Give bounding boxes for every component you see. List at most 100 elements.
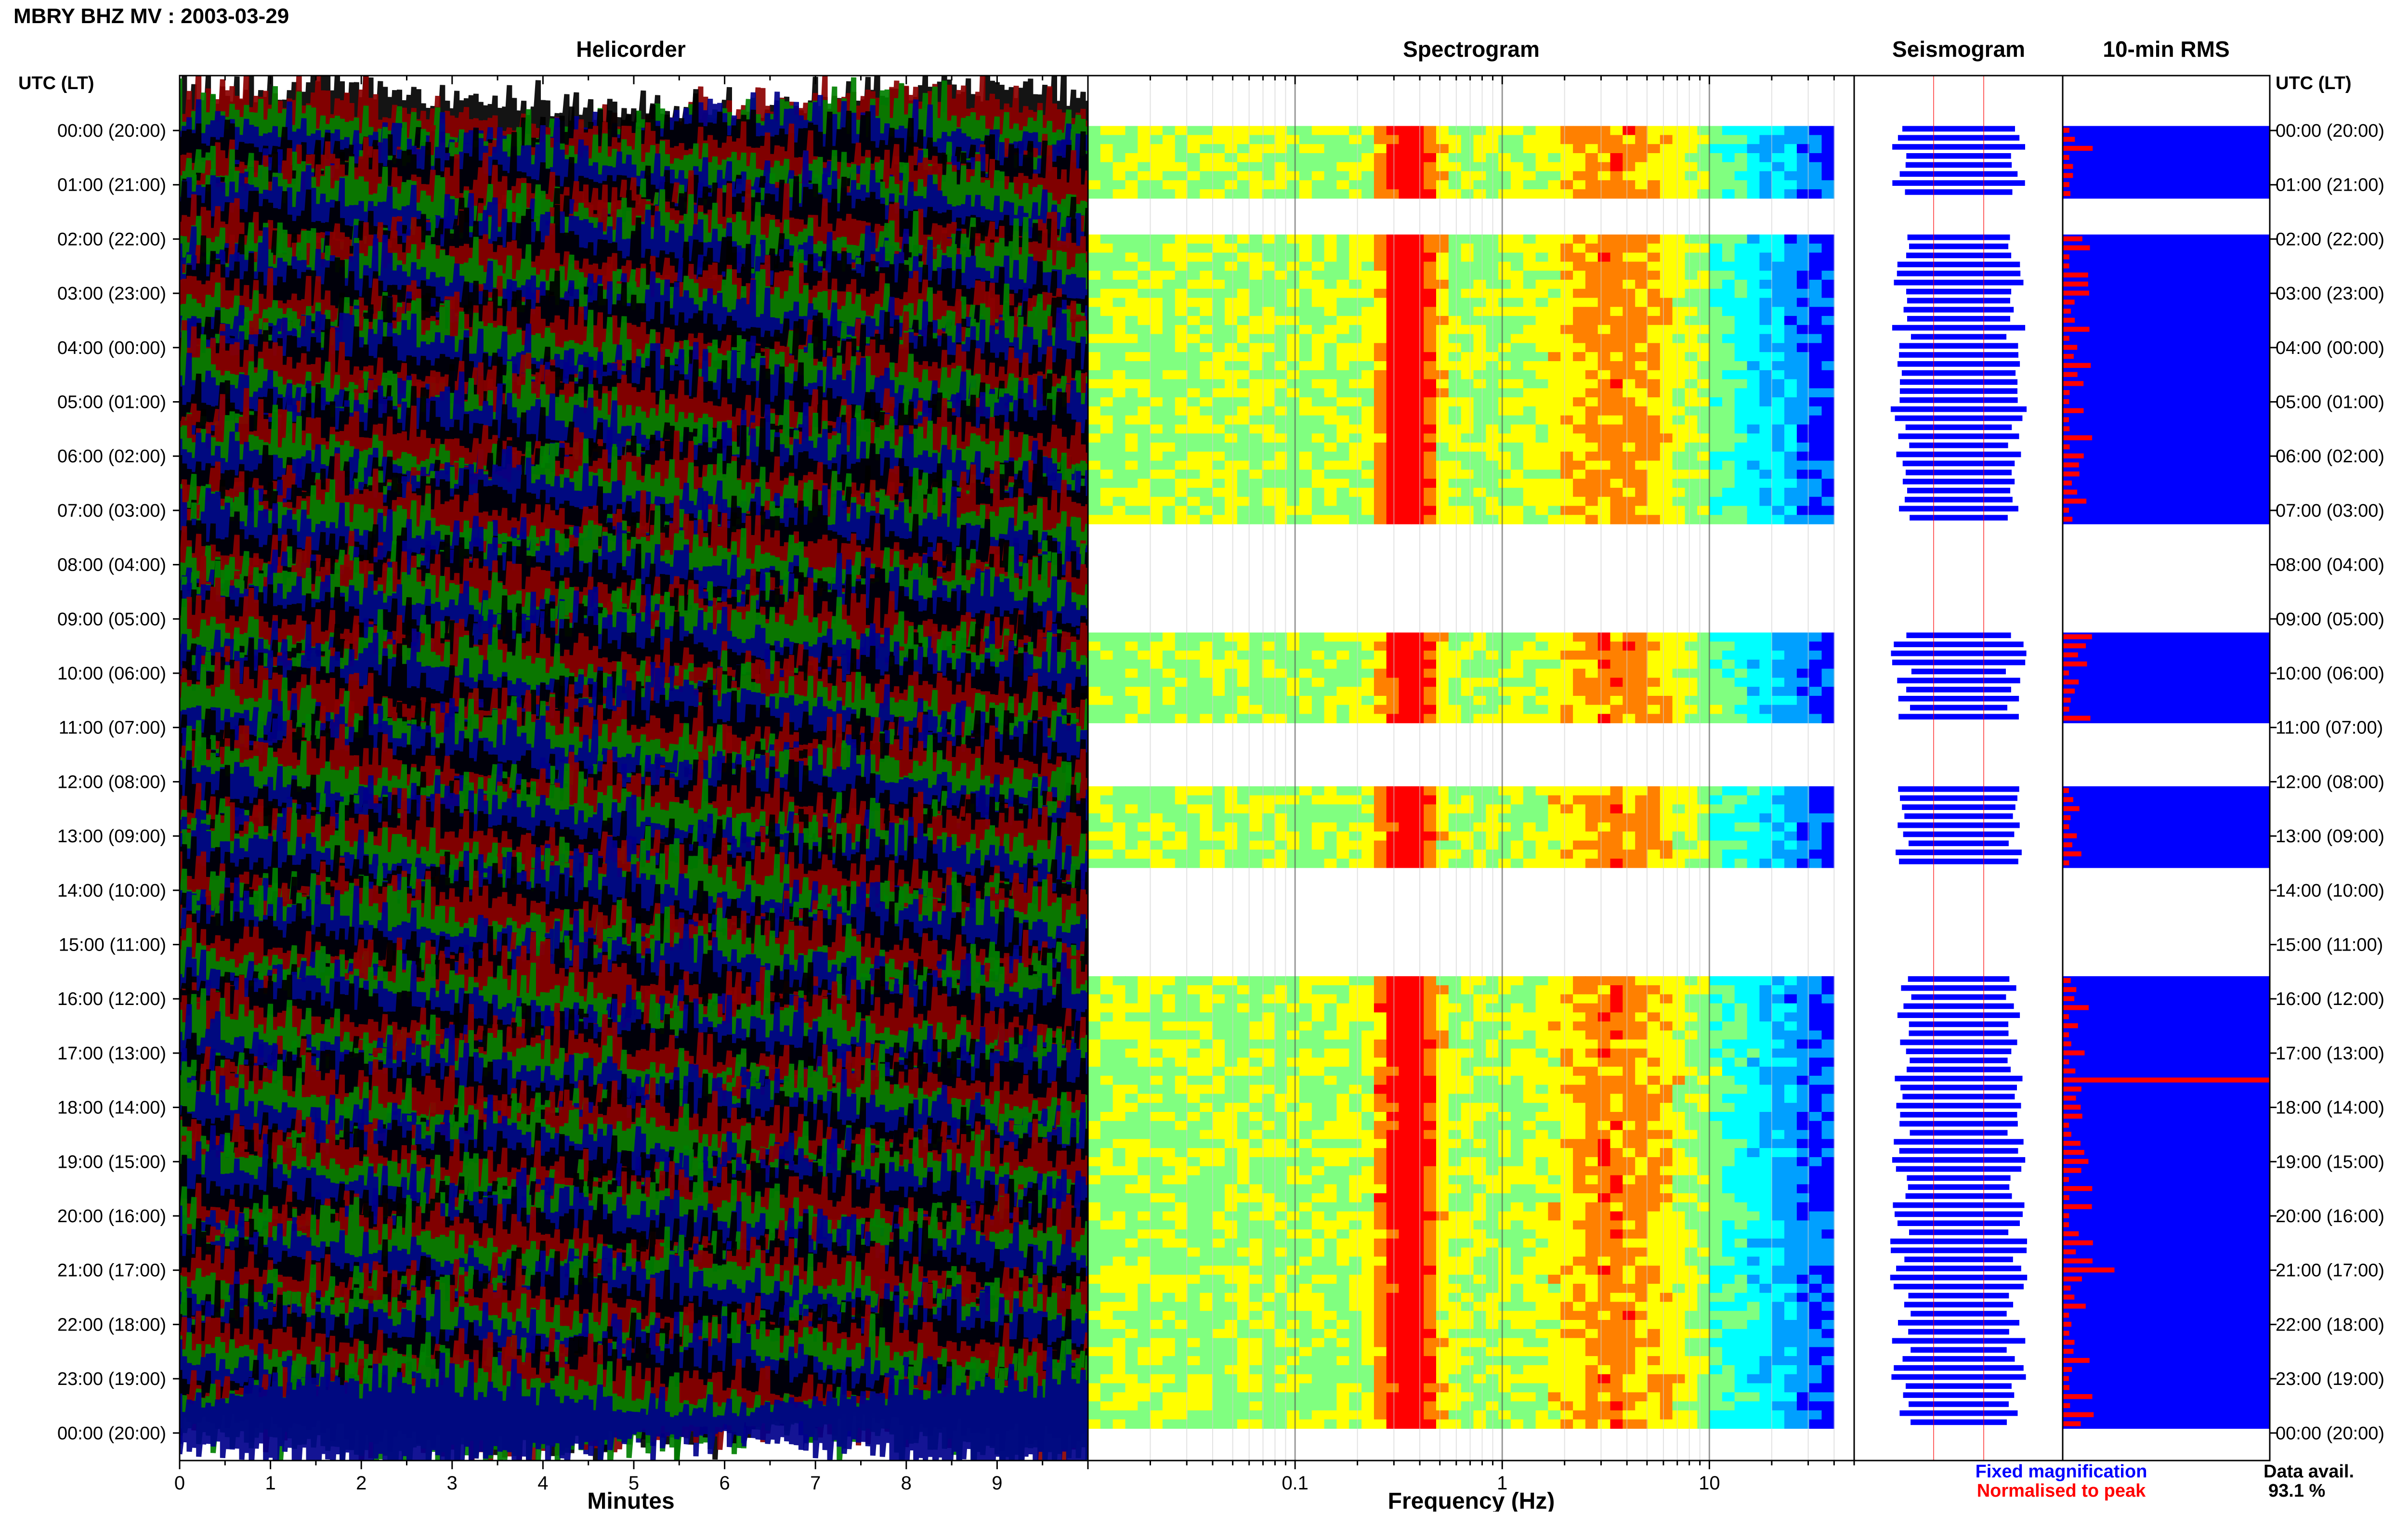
spectrogram-cell (1100, 271, 1113, 280)
spectrogram-cell (1112, 433, 1126, 443)
spectrogram-cell (1473, 515, 1487, 524)
spectrogram-cell (1610, 370, 1623, 380)
spectrogram-cell (1361, 180, 1374, 190)
spectrogram-cell (1112, 424, 1126, 434)
spectrogram-cell (1772, 162, 1785, 172)
spectrogram-cell (1125, 243, 1139, 253)
spectrogram-cell (1100, 487, 1113, 497)
spectrogram-cell (1088, 641, 1101, 651)
spectrogram-cell (1262, 433, 1275, 443)
spectrogram-cell (1386, 443, 1400, 452)
spectrogram-cell (1697, 460, 1710, 470)
spectrogram-cell (1187, 1012, 1201, 1022)
spectrogram-cell (1523, 470, 1536, 479)
spectrogram-cell (1796, 361, 1810, 371)
spectrogram-cell (1573, 288, 1586, 299)
spectrogram-cell (1710, 460, 1723, 470)
spectrogram-cell (1336, 379, 1349, 389)
spectrogram-cell (1560, 171, 1573, 181)
spectrogram-cell (1262, 1021, 1275, 1031)
spectrogram-cell (1324, 235, 1337, 244)
spectrogram-cell (1498, 271, 1511, 280)
spectrogram-cell (1772, 470, 1785, 479)
spectrogram-cell (1672, 1094, 1686, 1103)
spectrogram-cell (1573, 1057, 1586, 1067)
spectrogram-cell (1523, 406, 1536, 416)
spectrogram-cell (1138, 288, 1151, 299)
spectrogram-cell (1461, 334, 1474, 343)
spectrogram-cell (1610, 334, 1623, 343)
spectrogram-cell (1809, 406, 1822, 416)
spectrogram-cell (1125, 668, 1139, 678)
spectrogram-cell (1722, 1075, 1735, 1085)
spectrogram-cell (1336, 506, 1349, 515)
spectrogram-cell (1349, 424, 1362, 434)
spectrogram-cell (1349, 506, 1362, 515)
spectrogram-cell (1772, 831, 1785, 841)
spectrogram-cell (1597, 687, 1611, 696)
spectrogram-cell (1510, 460, 1524, 470)
spectrogram-cell (1710, 279, 1723, 289)
spectrogram-cell (1225, 641, 1238, 651)
spectrogram-cell (1386, 397, 1400, 407)
spectrogram-cell (1685, 795, 1698, 805)
spectrogram-cell (1759, 1121, 1772, 1131)
spectrogram-cell (1573, 714, 1586, 723)
spectrogram-cell (1088, 343, 1101, 352)
spectrogram-cell (1523, 1067, 1536, 1076)
spectrogram-cell (1610, 189, 1623, 199)
spectrogram-cell (1088, 831, 1101, 841)
spectrogram-cell (1784, 1103, 1797, 1112)
spectrogram-cell (1796, 307, 1810, 316)
spectrogram-cell (1311, 1139, 1325, 1149)
spectrogram-cell (1249, 696, 1263, 705)
spectrogram-cell (1448, 334, 1462, 343)
spectrogram-cell (1299, 1121, 1312, 1131)
spectrogram-cell (1597, 487, 1611, 497)
spectrogram-cell (1112, 162, 1126, 172)
spectrogram-cell (1573, 515, 1586, 524)
spectrogram-cell (1660, 705, 1673, 715)
spectrogram-cell (1374, 361, 1387, 371)
spectrogram-cell (1660, 135, 1673, 144)
spectrogram-cell (1150, 696, 1163, 705)
spectrogram-cell (1510, 235, 1524, 244)
spectrogram-cell (1548, 415, 1561, 425)
spectrogram-cell (1585, 1021, 1598, 1031)
spectrogram-cell (1560, 714, 1573, 723)
spectrogram-cell (1610, 976, 1623, 986)
spectrogram-cell (1672, 162, 1686, 172)
spectrogram-cell (1349, 1139, 1362, 1149)
spectrogram-cell (1809, 460, 1822, 470)
spectrogram-cell (1112, 144, 1126, 154)
spectrogram-cell (1100, 361, 1113, 371)
spectrogram-cell (1461, 1084, 1474, 1094)
spectrogram-cell (1100, 976, 1113, 986)
spectrogram-cell (1187, 1121, 1201, 1131)
spectrogram-cell (1772, 1030, 1785, 1040)
spectrogram-cell (1112, 1084, 1126, 1094)
spectrogram-cell (1399, 162, 1412, 172)
spectrogram-cell (1100, 370, 1113, 380)
spectrogram-cell (1175, 379, 1188, 389)
spectrogram-cell (1187, 298, 1201, 307)
spectrogram-cell (1585, 1148, 1598, 1158)
spectrogram-cell (1088, 668, 1101, 678)
spectrogram-cell (1125, 433, 1139, 443)
spectrogram-cell (1697, 443, 1710, 452)
spectrogram-cell (1623, 243, 1636, 253)
spectrogram-cell (1448, 1039, 1462, 1049)
spectrogram-cell (1697, 849, 1710, 859)
spectrogram-cell (1759, 171, 1772, 181)
spectrogram-cell (1262, 352, 1275, 362)
spectrogram-cell (1399, 479, 1412, 488)
spectrogram-cell (1722, 451, 1735, 461)
spectrogram-cell (1100, 705, 1113, 715)
spectrogram-cell (1573, 433, 1586, 443)
spectrogram-cell (1336, 1030, 1349, 1040)
spectrogram-cell (1175, 678, 1188, 687)
spectrogram-cell (1722, 261, 1735, 271)
spectrogram-cell (1411, 352, 1424, 362)
spectrogram-cell (1311, 153, 1325, 163)
spectrogram-cell (1112, 379, 1126, 389)
